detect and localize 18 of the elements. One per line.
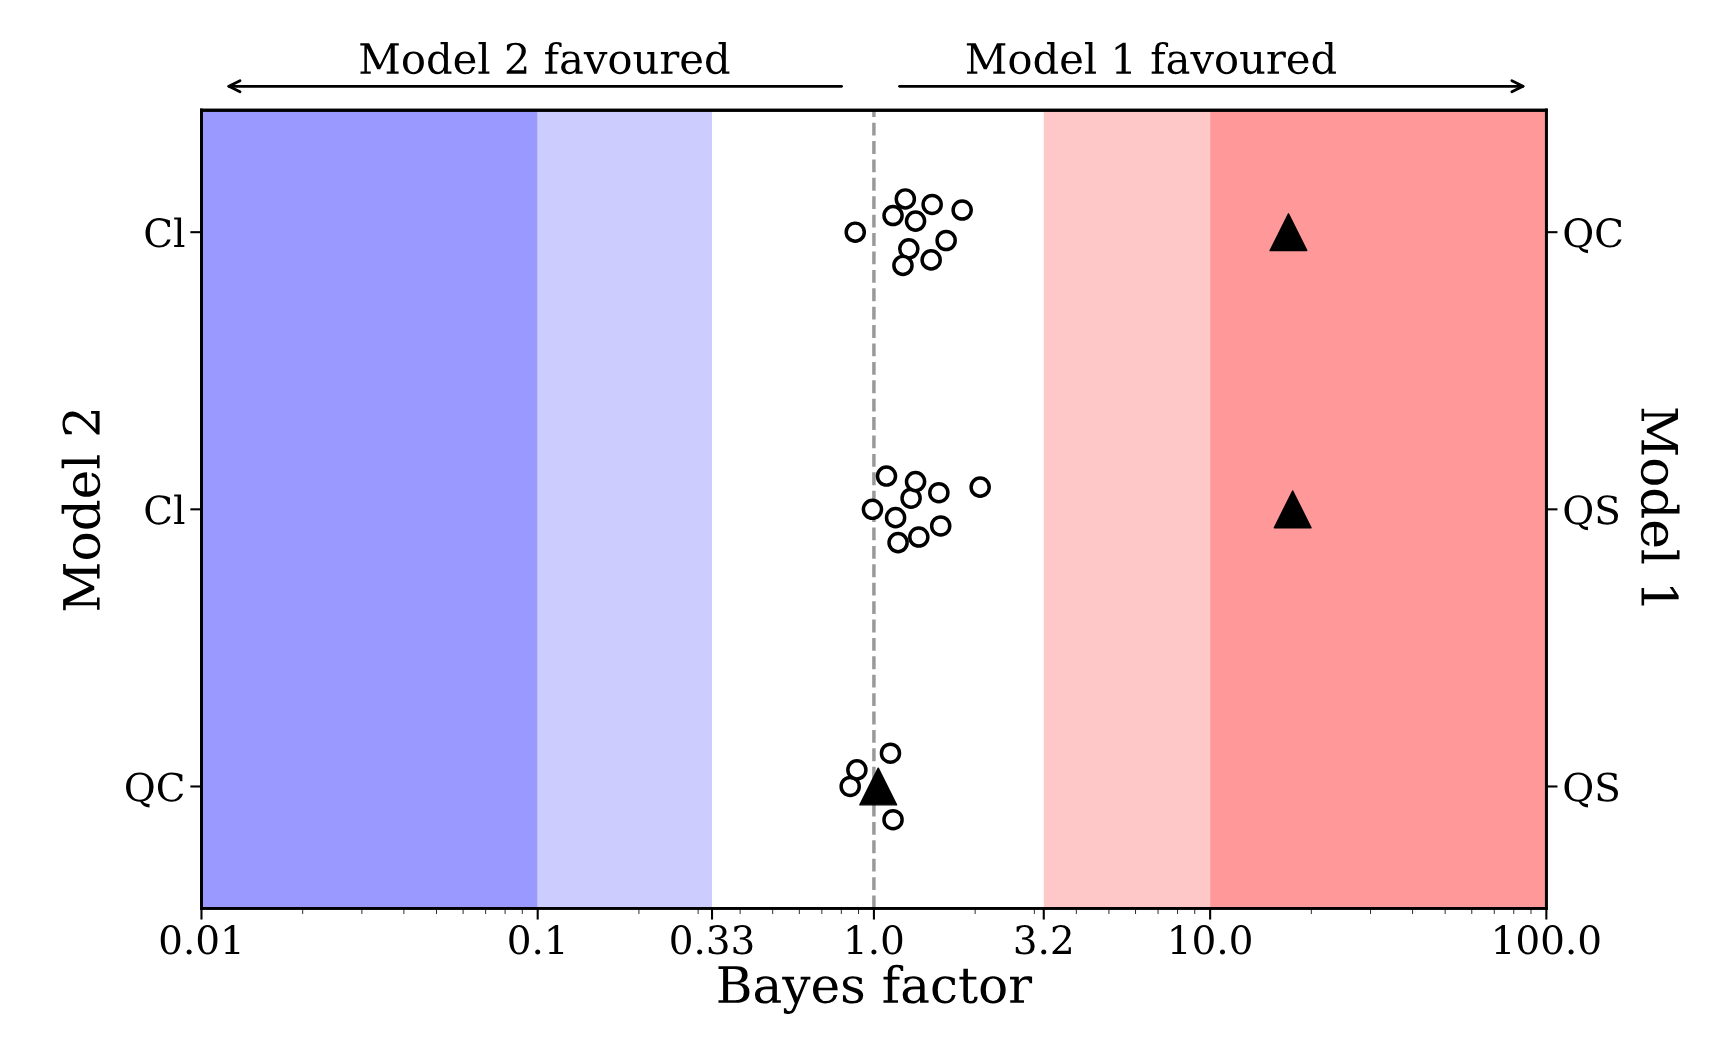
y2-tick-label: QC: [1564, 218, 1622, 254]
x-tick-label: 1.0: [847, 925, 903, 955]
x-tick-label: 0.33: [671, 925, 753, 955]
text: Model 1 favoured: [966, 41, 1336, 75]
y-axis-title: Model 2: [61, 410, 101, 611]
y-tick-label: QC: [126, 772, 184, 808]
x-tick-label: 10.0: [1171, 925, 1251, 955]
y-tick-label: Cl: [145, 494, 185, 525]
y-tick-label: Cl: [145, 217, 185, 248]
x-tick-label: 3.2: [1015, 925, 1071, 955]
y2-tick-label: QS: [1564, 772, 1619, 808]
x-tick-label: 100.0: [1495, 925, 1600, 955]
text: Model 2 favoured: [360, 41, 730, 75]
y2-axis-title: Model 1: [1640, 408, 1680, 606]
y2-tick-label: QS: [1564, 495, 1619, 531]
x-axis-title: Bayes factor: [718, 964, 1033, 1014]
x-tick-label: 0.1: [509, 925, 564, 955]
x-tick-label: 0.01: [160, 925, 240, 955]
